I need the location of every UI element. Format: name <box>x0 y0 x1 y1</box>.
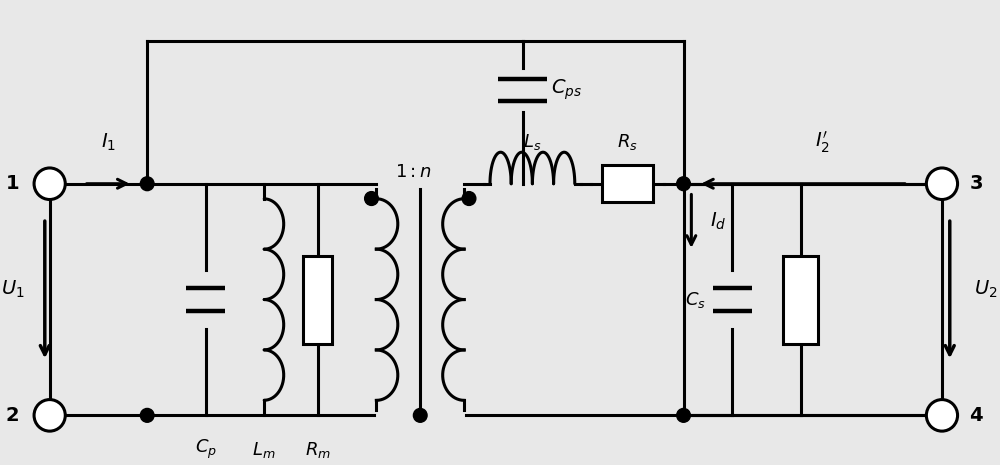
Text: $L_s$: $L_s$ <box>523 133 542 153</box>
Circle shape <box>462 192 476 206</box>
Text: $C_p$: $C_p$ <box>195 438 217 461</box>
Circle shape <box>677 408 690 422</box>
Circle shape <box>34 168 65 199</box>
Text: 1: 1 <box>6 174 19 193</box>
Text: $L_m$: $L_m$ <box>252 440 276 460</box>
Text: 4: 4 <box>969 406 983 425</box>
Text: $C_s$: $C_s$ <box>685 290 706 310</box>
Text: 2: 2 <box>6 406 19 425</box>
Circle shape <box>140 408 154 422</box>
Circle shape <box>677 177 690 191</box>
Circle shape <box>34 399 65 431</box>
Text: $U_2$: $U_2$ <box>974 279 998 300</box>
Bar <box>303 256 332 344</box>
Text: 3: 3 <box>969 174 983 193</box>
Circle shape <box>413 408 427 422</box>
Bar <box>783 256 818 344</box>
Circle shape <box>140 177 154 191</box>
Circle shape <box>926 168 958 199</box>
Bar <box>602 165 653 202</box>
Text: $U_1$: $U_1$ <box>1 279 24 300</box>
Text: $C_{ps}$: $C_{ps}$ <box>551 78 582 102</box>
Circle shape <box>926 399 958 431</box>
Text: $R_m$: $R_m$ <box>305 440 331 460</box>
Text: $1:n$: $1:n$ <box>395 163 432 181</box>
Text: $R_s$: $R_s$ <box>617 133 638 153</box>
Circle shape <box>365 192 378 206</box>
Text: $I_1$: $I_1$ <box>101 132 116 153</box>
Text: $I_d$: $I_d$ <box>710 211 727 232</box>
Text: $I_2'$: $I_2'$ <box>815 130 830 155</box>
